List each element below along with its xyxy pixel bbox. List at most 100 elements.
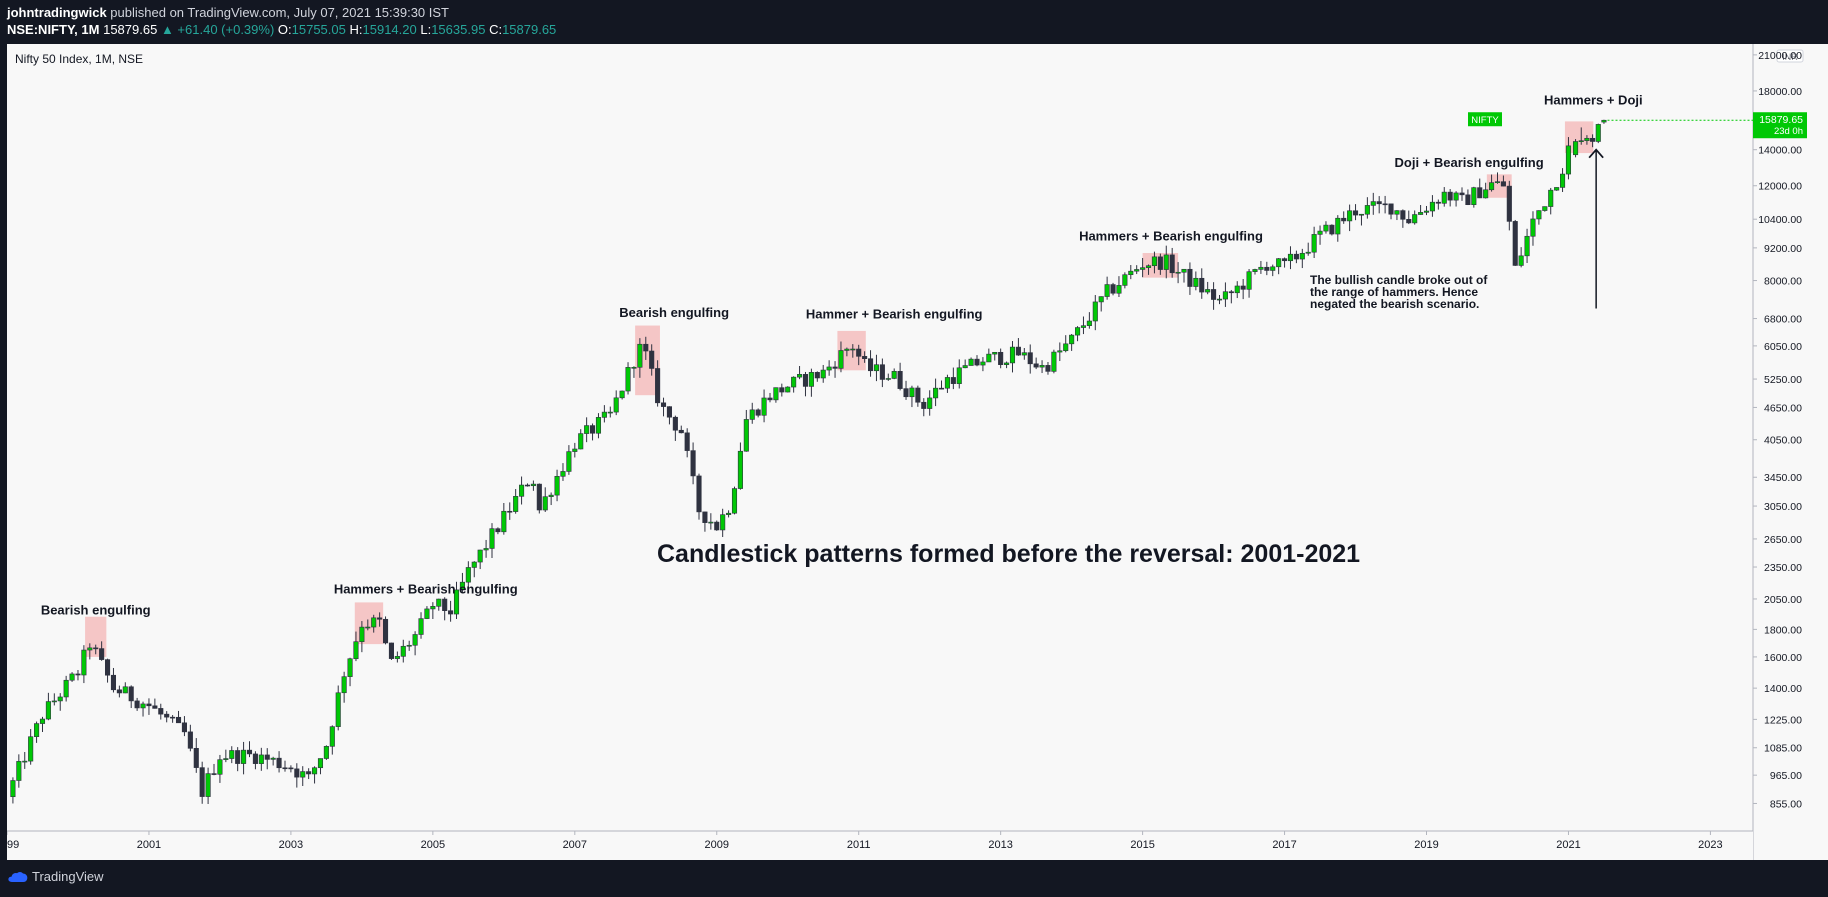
- symbol-label[interactable]: NSE:NIFTY, 1M: [7, 22, 100, 37]
- candle-body: [1388, 203, 1394, 215]
- candle-body: [974, 358, 980, 366]
- candle-body: [158, 708, 164, 715]
- candle-body: [808, 372, 814, 387]
- candle-body: [980, 361, 986, 366]
- candle-body: [820, 369, 826, 379]
- candle-body: [465, 567, 471, 583]
- price-tick-label: 3450.00: [1764, 472, 1802, 484]
- candle-body: [649, 350, 655, 369]
- candle-body: [519, 484, 525, 497]
- author-name[interactable]: johntradingwick: [7, 5, 107, 20]
- candle-body: [1128, 270, 1134, 276]
- candle-body: [164, 713, 170, 718]
- candle-body: [643, 343, 649, 352]
- time-tick-label: 2015: [1130, 839, 1154, 851]
- candle-body: [684, 432, 690, 451]
- candle-body: [1246, 271, 1252, 290]
- candle-body: [1441, 191, 1447, 204]
- candle-body: [921, 401, 927, 409]
- low-value: 15635.95: [431, 22, 486, 37]
- candle-body: [1494, 181, 1501, 183]
- candle-body: [258, 754, 264, 764]
- candle-body: [294, 768, 300, 778]
- candle-body: [1004, 362, 1010, 365]
- candle-body: [187, 731, 193, 749]
- candle-body: [1518, 255, 1524, 266]
- candle-body: [1163, 254, 1169, 270]
- candlestick-chart[interactable]: Nifty 50 Index, 1M, NSE Bearish engulfin…: [7, 44, 1828, 860]
- candle-body: [418, 618, 424, 635]
- candle-body: [584, 425, 590, 434]
- candle-body: [507, 510, 513, 513]
- candle-body: [909, 387, 915, 398]
- candle-body: [430, 606, 436, 610]
- price-tick-label: 4650.00: [1764, 402, 1802, 414]
- price-tick-label: 855.00: [1770, 798, 1802, 810]
- candle-body: [1134, 269, 1140, 272]
- candle-body: [1252, 269, 1258, 272]
- candle-body: [483, 548, 489, 551]
- candle-body: [1435, 201, 1441, 204]
- candle-body: [572, 448, 578, 452]
- candle-body: [300, 771, 306, 778]
- candle-body: [1376, 201, 1382, 205]
- candle-body: [1021, 352, 1027, 356]
- candle-body: [371, 617, 377, 628]
- time-tick-label: 2005: [421, 839, 445, 851]
- candle-body: [116, 689, 122, 694]
- price-tick-label: 2050.00: [1764, 594, 1802, 606]
- candle-body: [1080, 325, 1087, 328]
- candle-body: [749, 409, 755, 420]
- time-tick-label: 2009: [705, 839, 729, 851]
- candle-body: [264, 754, 270, 760]
- candle-body: [1565, 145, 1572, 175]
- candle-body: [400, 645, 406, 657]
- time-tick-label: 2003: [279, 839, 303, 851]
- candle-body: [1104, 284, 1110, 297]
- candle-body: [1287, 253, 1294, 262]
- arrow-head: [1588, 148, 1604, 159]
- candle-body: [1548, 189, 1554, 207]
- candle-body: [1264, 266, 1270, 271]
- candle-body: [1465, 194, 1471, 205]
- candle-body: [731, 488, 738, 514]
- candle-body: [773, 387, 779, 401]
- candle-body: [1039, 365, 1045, 368]
- candle-body: [867, 358, 874, 372]
- candle-body: [341, 676, 347, 694]
- candle-body: [199, 767, 205, 797]
- candle-body: [708, 521, 714, 524]
- candle-body: [655, 368, 661, 404]
- candle-body: [1199, 277, 1205, 293]
- price-tick-label: 12000.00: [1758, 181, 1802, 193]
- candle-body: [110, 674, 117, 691]
- candle-body: [802, 374, 809, 387]
- candle-body: [927, 397, 933, 409]
- candle-body: [1317, 230, 1323, 235]
- candle-body: [270, 757, 276, 760]
- time-tick-label: 2021: [1556, 839, 1580, 851]
- candle-body: [607, 411, 613, 414]
- price-axis[interactable]: INR 855.00 965.00 1085.00 1225.00 1400.00 160…: [1752, 44, 1828, 860]
- price-tick-label: 5250.00: [1764, 374, 1802, 386]
- chart-title: Nifty 50 Index, 1M, NSE: [15, 52, 143, 66]
- candle-body: [897, 371, 903, 389]
- pattern-highlight: [1486, 174, 1512, 198]
- chart-header: johntradingwick published on TradingView…: [0, 0, 1828, 44]
- candle-body: [10, 780, 16, 798]
- candle-body: [1140, 267, 1146, 270]
- footer-bar: TradingView: [0, 860, 1828, 897]
- candle-body: [63, 679, 69, 698]
- candle-body: [1323, 224, 1329, 232]
- candle-body: [1075, 327, 1081, 336]
- price-tick-label: 18000.00: [1758, 86, 1802, 98]
- currency-badge[interactable]: [1776, 49, 1804, 63]
- candle-body: [578, 433, 584, 450]
- candle-body: [560, 471, 566, 477]
- candle-body: [146, 703, 152, 707]
- candle-body: [1086, 320, 1092, 326]
- time-axis[interactable]: 1999 2001 2003 2005 2007 2009 2011 2013 2015 2017…: [7, 830, 1753, 860]
- candle-body: [814, 372, 820, 379]
- tradingview-logo[interactable]: TradingView: [8, 869, 104, 884]
- candle-body: [944, 377, 950, 389]
